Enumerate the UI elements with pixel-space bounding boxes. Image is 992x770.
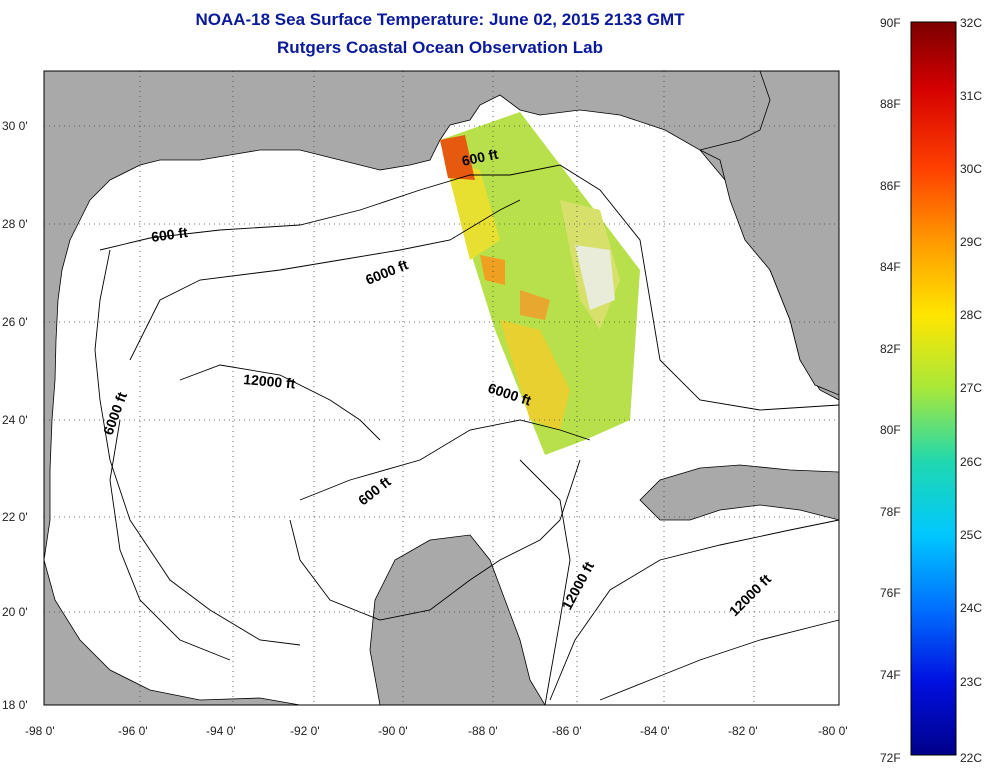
colorbar-f-label: 80F (880, 423, 901, 437)
bathymetry-contours (94, 164, 840, 706)
lat-tick-label: 28 0' (2, 217, 28, 231)
lon-tick-label: -92 0' (290, 724, 320, 738)
land-mexico-bottom (44, 559, 301, 705)
contour-label: 12000 ft (243, 371, 297, 392)
colorbar-c-label: 32C (960, 16, 982, 30)
colorbar-c-label: 27C (960, 381, 982, 395)
lat-tick-label: 30 0' (2, 119, 28, 133)
colorbar-c-label: 26C (960, 455, 982, 469)
lon-tick-label: -88 0' (468, 724, 498, 738)
lon-tick-label: -96 0' (118, 724, 148, 738)
lon-tick-label: -86 0' (552, 724, 582, 738)
land-cuba (639, 464, 839, 521)
contour-label: 600 ft (460, 146, 499, 169)
colorbar-c-label: 29C (960, 235, 982, 249)
land-florida (698, 71, 839, 396)
map-title: NOAA-18 Sea Surface Temperature: June 02… (195, 10, 685, 29)
lon-tick-label: -94 0' (206, 724, 236, 738)
colorbar-f-label: 84F (880, 260, 901, 274)
sst-swath (440, 112, 640, 455)
colorbar-gradient (910, 21, 957, 756)
contour-label: 600 ft (150, 224, 189, 245)
lon-tick-label: -82 0' (728, 724, 758, 738)
map-grid (44, 71, 839, 705)
lat-tick-label: 18 0' (2, 698, 28, 712)
lat-tick-label: 26 0' (2, 315, 28, 329)
colorbar-f-label: 86F (880, 179, 901, 193)
lon-tick-label: -84 0' (640, 724, 670, 738)
colorbar-c-label: 22C (960, 751, 982, 765)
colorbar-c-label: 31C (960, 89, 982, 103)
lat-tick-label: 24 0' (2, 413, 28, 427)
map-subtitle: Rutgers Coastal Ocean Observation Lab (277, 38, 603, 57)
colorbar-f-label: 76F (880, 586, 901, 600)
lon-tick-label: -90 0' (378, 724, 408, 738)
colorbar-c-label: 30C (960, 162, 982, 176)
colorbar-c-label: 24C (960, 601, 982, 615)
colorbar-c-label: 23C (960, 675, 982, 689)
lon-axis: -98 0' -96 0' -94 0' -92 0' -90 0' -88 0… (25, 724, 848, 738)
colorbar-c-label: 28C (960, 308, 982, 322)
lon-tick-label: -80 0' (818, 724, 848, 738)
colorbar-c-label: 25C (960, 528, 982, 542)
lon-tick-label: -98 0' (25, 724, 55, 738)
colorbar-f-label: 72F (880, 751, 901, 765)
lat-tick-label: 20 0' (2, 605, 28, 619)
lat-tick-label: 22 0' (2, 510, 28, 524)
colorbar-f-label: 90F (880, 16, 901, 30)
colorbar-f-label: 74F (880, 668, 901, 682)
lat-axis: 30 0' 28 0' 26 0' 24 0' 22 0' 20 0' 18 0… (2, 119, 28, 712)
map-frame (43, 70, 840, 706)
colorbar: 90F 88F 86F 84F 82F 80F 78F 76F 74F 72F … (880, 16, 982, 765)
land-yucatan (369, 534, 546, 705)
colorbar-f-label: 78F (880, 505, 901, 519)
colorbar-f-label: 88F (880, 97, 901, 111)
colorbar-f-label: 82F (880, 342, 901, 356)
